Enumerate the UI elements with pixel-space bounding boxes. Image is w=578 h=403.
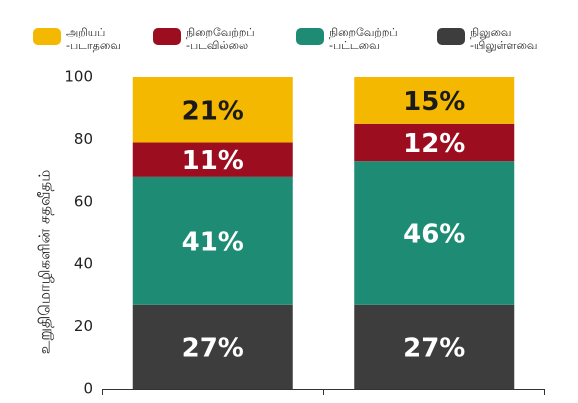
- legend-swatch: [437, 28, 465, 45]
- bar-segment: [132, 176, 293, 305]
- value-label: 15%: [403, 87, 465, 117]
- y-tick-label: 20: [74, 317, 93, 335]
- y-tick-label: 60: [74, 192, 93, 210]
- bar-segment: [132, 142, 293, 177]
- value-label: 12%: [403, 129, 465, 159]
- y-tick-label: 40: [74, 255, 93, 273]
- legend-swatch: [153, 28, 181, 45]
- value-label: 46%: [403, 220, 465, 250]
- legend-label: அறியப் -படாதவை: [66, 26, 121, 52]
- bar-segment: [354, 161, 515, 305]
- y-tick-label: 100: [64, 68, 93, 86]
- value-label: 11%: [182, 146, 244, 176]
- value-label: 27%: [182, 333, 244, 363]
- legend-label: நிலுவை -யிலுள்ளவை: [470, 26, 537, 52]
- value-label: 27%: [403, 333, 465, 363]
- bar-segment: [354, 77, 515, 124]
- legend-swatch: [296, 28, 324, 45]
- value-label: 21%: [182, 96, 244, 126]
- y-axis-label: உறுதிமொழிகளின் சதவீதம்: [36, 170, 54, 355]
- legend-label: நிறைவேற்றப் -படவில்லை: [186, 26, 255, 52]
- value-label: 41%: [182, 227, 244, 257]
- legend-swatch: [33, 28, 61, 45]
- y-tick-label: 0: [83, 380, 93, 398]
- y-tick-label: 80: [74, 130, 93, 148]
- bar-segment: [354, 123, 515, 162]
- legend-label: நிறைவேற்றப் -பட்டவை: [329, 26, 398, 52]
- bar-segment: [354, 304, 515, 389]
- bar-segment: [132, 77, 293, 143]
- bar-segment: [132, 304, 293, 389]
